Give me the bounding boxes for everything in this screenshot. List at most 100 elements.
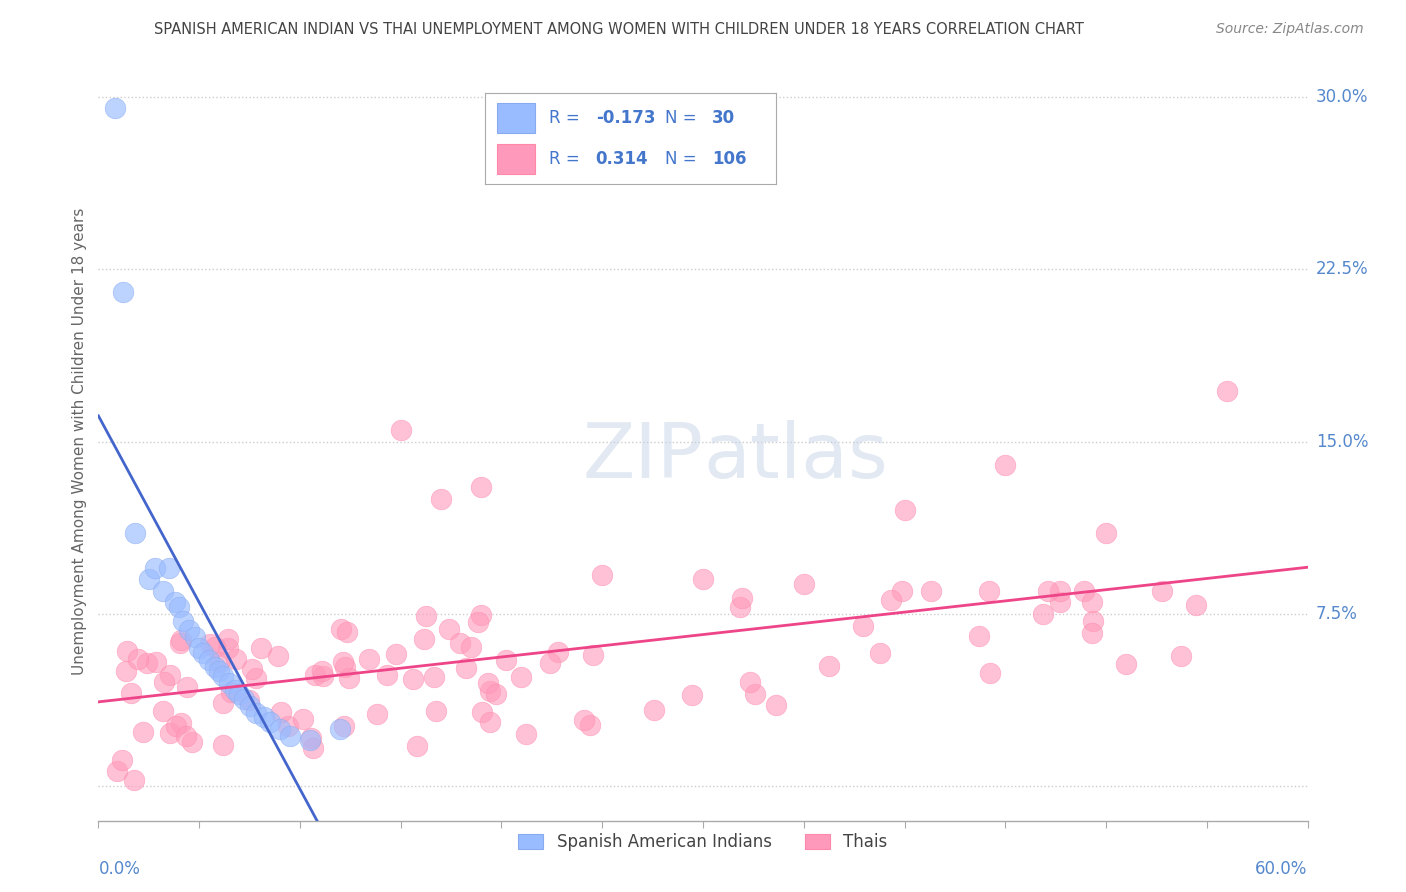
Text: SPANISH AMERICAN INDIAN VS THAI UNEMPLOYMENT AMONG WOMEN WITH CHILDREN UNDER 18 : SPANISH AMERICAN INDIAN VS THAI UNEMPLOY… [153,22,1084,37]
Point [967,629,990,643]
Point [329,722,352,736]
Text: ZIP: ZIP [582,420,703,493]
Point [793,577,815,591]
Point [217,641,239,656]
Point [167,599,190,614]
Point [385,647,408,661]
Point [245,672,267,686]
Point [239,698,262,713]
Point [204,640,226,654]
Point [1081,626,1104,640]
Point [336,624,359,639]
Point [332,655,354,669]
Point [245,706,267,720]
Point [228,687,250,701]
Point [259,714,281,729]
Point [852,619,875,633]
Point [402,672,425,686]
Text: atlas: atlas [703,420,887,493]
Point [1170,648,1192,663]
Point [375,668,398,682]
Point [485,687,508,701]
Point [176,680,198,694]
Point [225,652,247,666]
Point [1049,595,1071,609]
Point [208,656,231,670]
Point [366,706,388,721]
Point [208,665,231,679]
Point [159,726,181,740]
Point [415,608,437,623]
Point [219,685,242,699]
Point [510,671,533,685]
Point [302,741,325,756]
Point [1095,526,1118,541]
Point [115,665,138,679]
Point [174,729,197,743]
Point [412,632,434,647]
Point [238,693,260,707]
Point [538,656,561,670]
Point [893,503,915,517]
Point [890,583,912,598]
Point [430,491,453,506]
Point [299,733,322,747]
Point [103,102,125,116]
Point [157,561,180,575]
Text: 0.0%: 0.0% [98,860,141,878]
Point [406,739,429,754]
Point [105,764,128,779]
Point [1152,583,1174,598]
Text: 60.0%: 60.0% [1256,860,1308,878]
Point [423,670,446,684]
Point [277,719,299,733]
Point [179,623,201,637]
Point [765,698,787,712]
Point [357,652,380,666]
Point [692,573,714,587]
Point [122,772,145,787]
Point [165,719,187,733]
Point [471,705,494,719]
Point [920,583,942,598]
Point [124,526,146,541]
Point [170,633,193,648]
Point [120,686,142,700]
Point [495,653,517,667]
Point [212,669,235,683]
Point [1185,598,1208,612]
Point [304,667,326,681]
Point [1081,595,1104,609]
Point [572,713,595,727]
Point [454,660,477,674]
Point [111,753,134,767]
Point [977,583,1000,598]
Point [169,715,191,730]
Point [312,669,335,683]
Point [449,636,471,650]
Point [470,607,492,622]
Point [270,705,292,719]
Text: 22.5%: 22.5% [1316,260,1368,278]
Point [163,595,186,609]
Point [253,710,276,724]
Point [515,727,537,741]
Point [731,591,754,605]
Point [332,718,354,732]
Point [242,662,264,676]
Point [111,285,134,300]
Point [880,593,903,607]
Point [869,646,891,660]
Point [1115,657,1137,671]
Point [299,731,322,745]
Point [138,573,160,587]
Point [217,632,239,646]
Point [152,583,174,598]
Point [1032,607,1054,622]
Point [184,630,207,644]
Point [478,684,501,698]
Point [1216,384,1239,398]
Point [1036,583,1059,598]
Point [232,691,254,706]
Point [728,599,751,614]
